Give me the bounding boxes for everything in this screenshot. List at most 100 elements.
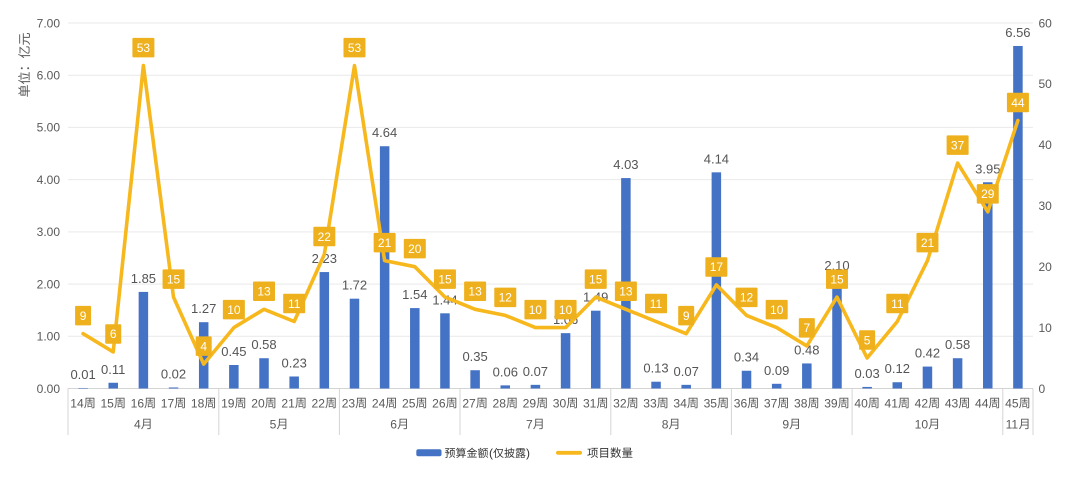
svg-text:32: 32 bbox=[613, 396, 627, 410]
svg-text:1.72: 1.72 bbox=[342, 278, 367, 293]
svg-text:10: 10 bbox=[1039, 321, 1053, 335]
svg-text:8: 8 bbox=[662, 417, 669, 431]
svg-text:36: 36 bbox=[734, 396, 748, 410]
svg-text:12: 12 bbox=[499, 291, 513, 305]
svg-text:21: 21 bbox=[378, 236, 392, 250]
svg-text:0.03: 0.03 bbox=[854, 366, 879, 381]
svg-text:4.00: 4.00 bbox=[37, 173, 61, 187]
svg-text:22: 22 bbox=[312, 396, 326, 410]
svg-text:14: 14 bbox=[70, 396, 84, 410]
svg-text:10: 10 bbox=[559, 303, 573, 317]
svg-text:29: 29 bbox=[981, 187, 995, 201]
svg-text:44: 44 bbox=[1011, 96, 1025, 110]
svg-text:40: 40 bbox=[1039, 138, 1053, 152]
svg-text:26: 26 bbox=[432, 396, 446, 410]
svg-text:0.01: 0.01 bbox=[70, 367, 95, 382]
svg-text:4.03: 4.03 bbox=[613, 157, 638, 172]
svg-text:22: 22 bbox=[318, 230, 332, 244]
svg-text:6: 6 bbox=[390, 417, 397, 431]
svg-text:24: 24 bbox=[372, 396, 386, 410]
svg-text:29: 29 bbox=[523, 396, 537, 410]
svg-text:0: 0 bbox=[1039, 382, 1046, 396]
svg-text:12: 12 bbox=[740, 291, 754, 305]
svg-text:34: 34 bbox=[673, 396, 687, 410]
svg-text:3.95: 3.95 bbox=[975, 161, 1000, 176]
svg-text:13: 13 bbox=[619, 285, 633, 299]
svg-text:5.00: 5.00 bbox=[37, 121, 61, 135]
svg-text:30: 30 bbox=[1039, 199, 1053, 213]
svg-text:10: 10 bbox=[770, 303, 784, 317]
svg-text:4: 4 bbox=[134, 417, 141, 431]
svg-text:9: 9 bbox=[683, 309, 690, 323]
svg-text:23: 23 bbox=[342, 396, 356, 410]
svg-text:20: 20 bbox=[1039, 260, 1053, 274]
svg-text:(: ( bbox=[489, 446, 493, 460]
svg-text:10: 10 bbox=[227, 303, 241, 317]
svg-text:0.58: 0.58 bbox=[251, 337, 276, 352]
svg-text:0.58: 0.58 bbox=[945, 337, 970, 352]
svg-text:15: 15 bbox=[589, 272, 603, 286]
svg-text:21: 21 bbox=[921, 236, 935, 250]
svg-text:3.00: 3.00 bbox=[37, 225, 61, 239]
svg-text:15: 15 bbox=[438, 272, 452, 286]
svg-text:11: 11 bbox=[891, 297, 904, 311]
svg-text:25: 25 bbox=[402, 396, 416, 410]
svg-text:2.10: 2.10 bbox=[824, 258, 849, 273]
svg-text:0.48: 0.48 bbox=[794, 342, 819, 357]
svg-text:0.23: 0.23 bbox=[282, 356, 307, 371]
svg-text:0.09: 0.09 bbox=[764, 363, 789, 378]
svg-text:60: 60 bbox=[1039, 16, 1053, 30]
svg-text:0.02: 0.02 bbox=[161, 367, 186, 382]
svg-text:37: 37 bbox=[764, 396, 778, 410]
svg-text:16: 16 bbox=[131, 396, 145, 410]
svg-text:15: 15 bbox=[167, 272, 181, 286]
svg-text:13: 13 bbox=[468, 285, 482, 299]
svg-text:0.45: 0.45 bbox=[221, 344, 246, 359]
svg-text:0.42: 0.42 bbox=[915, 346, 940, 361]
svg-text:6.00: 6.00 bbox=[37, 69, 61, 83]
svg-text:1.00: 1.00 bbox=[37, 330, 61, 344]
svg-text:1.54: 1.54 bbox=[402, 287, 427, 302]
svg-text:15: 15 bbox=[830, 272, 844, 286]
svg-text:6.56: 6.56 bbox=[1005, 25, 1030, 40]
svg-text:11: 11 bbox=[288, 297, 301, 311]
svg-text:41: 41 bbox=[885, 396, 899, 410]
svg-text:50: 50 bbox=[1039, 77, 1053, 91]
svg-text:0.11: 0.11 bbox=[101, 362, 125, 377]
svg-text:27: 27 bbox=[462, 396, 476, 410]
svg-text:0.34: 0.34 bbox=[734, 350, 759, 365]
svg-text:0.35: 0.35 bbox=[462, 349, 487, 364]
svg-text:4.64: 4.64 bbox=[372, 125, 397, 140]
svg-text:40: 40 bbox=[854, 396, 868, 410]
svg-text:1.44: 1.44 bbox=[432, 292, 457, 307]
svg-text:6: 6 bbox=[110, 327, 117, 341]
svg-text:45: 45 bbox=[1005, 396, 1019, 410]
svg-text:7: 7 bbox=[526, 417, 533, 431]
svg-text:10: 10 bbox=[915, 417, 929, 431]
svg-text:9: 9 bbox=[782, 417, 789, 431]
svg-text:0.06: 0.06 bbox=[493, 364, 518, 379]
svg-text:42: 42 bbox=[915, 396, 929, 410]
svg-text:53: 53 bbox=[348, 41, 362, 55]
svg-text:39: 39 bbox=[824, 396, 838, 410]
svg-text:44: 44 bbox=[975, 396, 989, 410]
svg-text:20: 20 bbox=[408, 242, 422, 256]
svg-text:13: 13 bbox=[257, 285, 271, 299]
svg-text:9: 9 bbox=[80, 309, 87, 323]
svg-text:0.07: 0.07 bbox=[674, 364, 699, 379]
svg-text:1.27: 1.27 bbox=[191, 301, 216, 316]
svg-text:7: 7 bbox=[803, 321, 810, 335]
svg-text:31: 31 bbox=[583, 396, 597, 410]
svg-text:43: 43 bbox=[945, 396, 959, 410]
svg-text:30: 30 bbox=[553, 396, 567, 410]
svg-text:0.12: 0.12 bbox=[885, 361, 910, 376]
svg-text:7.00: 7.00 bbox=[37, 16, 61, 30]
svg-text:0.07: 0.07 bbox=[523, 364, 548, 379]
svg-text:5: 5 bbox=[864, 333, 871, 347]
svg-text:35: 35 bbox=[704, 396, 718, 410]
svg-text:0.13: 0.13 bbox=[643, 361, 668, 376]
svg-text:21: 21 bbox=[281, 396, 295, 410]
svg-text:4: 4 bbox=[200, 339, 207, 353]
svg-text:4.14: 4.14 bbox=[704, 151, 729, 166]
svg-text:5: 5 bbox=[270, 417, 277, 431]
